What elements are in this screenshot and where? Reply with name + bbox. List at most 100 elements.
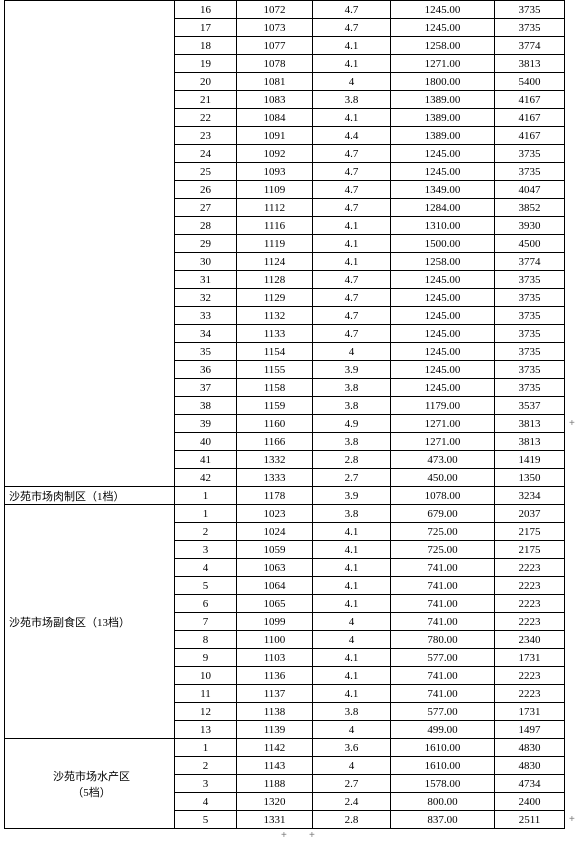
cell: 4.1 — [313, 541, 391, 559]
cell: 26 — [175, 181, 237, 199]
cell: 1083 — [237, 91, 313, 109]
cell: 3735 — [495, 271, 565, 289]
cell: 3 — [175, 775, 237, 793]
cell: 37 — [175, 379, 237, 397]
cell: 725.00 — [391, 523, 495, 541]
cell: 4047 — [495, 181, 565, 199]
cell: 4.7 — [313, 181, 391, 199]
section-label: 沙苑市场副食区（13档） — [5, 505, 175, 739]
cell: 3930 — [495, 217, 565, 235]
cell: 1077 — [237, 37, 313, 55]
cell: 30 — [175, 253, 237, 271]
cell: 4.1 — [313, 649, 391, 667]
cell: 2 — [175, 757, 237, 775]
cell: 3813 — [495, 433, 565, 451]
cell: 1310.00 — [391, 217, 495, 235]
cell: 24 — [175, 145, 237, 163]
cell: 2223 — [495, 559, 565, 577]
cell: 4830 — [495, 757, 565, 775]
cell: 577.00 — [391, 649, 495, 667]
section-label: 沙苑市场水产区（5档） — [5, 739, 175, 829]
cell: 1116 — [237, 217, 313, 235]
cell: 20 — [175, 73, 237, 91]
cell: 1139 — [237, 721, 313, 739]
cell: 1610.00 — [391, 739, 495, 757]
section-label: 沙苑市场肉制区（1档） — [5, 487, 175, 505]
cell: 1158 — [237, 379, 313, 397]
cell: 1245.00 — [391, 1, 495, 19]
cell: 4 — [313, 757, 391, 775]
cell: 18 — [175, 37, 237, 55]
cell: 35 — [175, 343, 237, 361]
cell: 2223 — [495, 667, 565, 685]
cell: 5 — [175, 577, 237, 595]
cell: 4.1 — [313, 685, 391, 703]
cell: 4.1 — [313, 37, 391, 55]
cell: 3.8 — [313, 433, 391, 451]
cell: 3.8 — [313, 379, 391, 397]
cell: 1159 — [237, 397, 313, 415]
cell: 23 — [175, 127, 237, 145]
cell: 1389.00 — [391, 127, 495, 145]
cell: 11 — [175, 685, 237, 703]
cell: 1245.00 — [391, 307, 495, 325]
cell: 3735 — [495, 1, 565, 19]
cell: 741.00 — [391, 595, 495, 613]
cell: 1332 — [237, 451, 313, 469]
cell: 1119 — [237, 235, 313, 253]
cell: 10 — [175, 667, 237, 685]
cell: 4.1 — [313, 109, 391, 127]
cell: 7 — [175, 613, 237, 631]
cell: 1245.00 — [391, 343, 495, 361]
cell: 2037 — [495, 505, 565, 523]
bottom-marker-row: ++ — [4, 829, 564, 843]
cell: 1245.00 — [391, 19, 495, 37]
cell: 1333 — [237, 469, 313, 487]
cell: 1112 — [237, 199, 313, 217]
cell: 4 — [313, 631, 391, 649]
cell: 1023 — [237, 505, 313, 523]
cell: 31 — [175, 271, 237, 289]
cell: 1419 — [495, 451, 565, 469]
cell: 3774 — [495, 253, 565, 271]
cell: 4.7 — [313, 19, 391, 37]
cell: 1024 — [237, 523, 313, 541]
cell: 1271.00 — [391, 415, 495, 433]
cell: 741.00 — [391, 613, 495, 631]
cell: 1245.00 — [391, 163, 495, 181]
cell: 3735 — [495, 163, 565, 181]
cell: 28 — [175, 217, 237, 235]
cell: 4.1 — [313, 523, 391, 541]
cell: 2175 — [495, 541, 565, 559]
cell: 3537 — [495, 397, 565, 415]
cell: 1349.00 — [391, 181, 495, 199]
cell: 4.1 — [313, 55, 391, 73]
cell: 3.6 — [313, 739, 391, 757]
cell: 6 — [175, 595, 237, 613]
cell: 16 — [175, 1, 237, 19]
cell: 3.8 — [313, 91, 391, 109]
cell: 4 — [313, 721, 391, 739]
cell: 1731 — [495, 703, 565, 721]
cell: 1 — [175, 739, 237, 757]
cell: 1258.00 — [391, 37, 495, 55]
cell: 3.8 — [313, 505, 391, 523]
cell: 3735 — [495, 19, 565, 37]
cell: 741.00 — [391, 559, 495, 577]
cell: 1271.00 — [391, 55, 495, 73]
cell: 450.00 — [391, 469, 495, 487]
table-row: 沙苑市场肉制区（1档）111783.91078.003234 — [5, 487, 565, 505]
cell: 2.7 — [313, 469, 391, 487]
cell: 1160 — [237, 415, 313, 433]
cell: 4.1 — [313, 217, 391, 235]
cell: 4.7 — [313, 145, 391, 163]
cell: 4830 — [495, 739, 565, 757]
cell: 1331 — [237, 811, 313, 829]
cell: 1166 — [237, 433, 313, 451]
cell: 4734 — [495, 775, 565, 793]
margin-marker-icon: + — [281, 830, 287, 841]
cell: 17 — [175, 19, 237, 37]
cell: 5 — [175, 811, 237, 829]
cell: 1072 — [237, 1, 313, 19]
cell: 12 — [175, 703, 237, 721]
